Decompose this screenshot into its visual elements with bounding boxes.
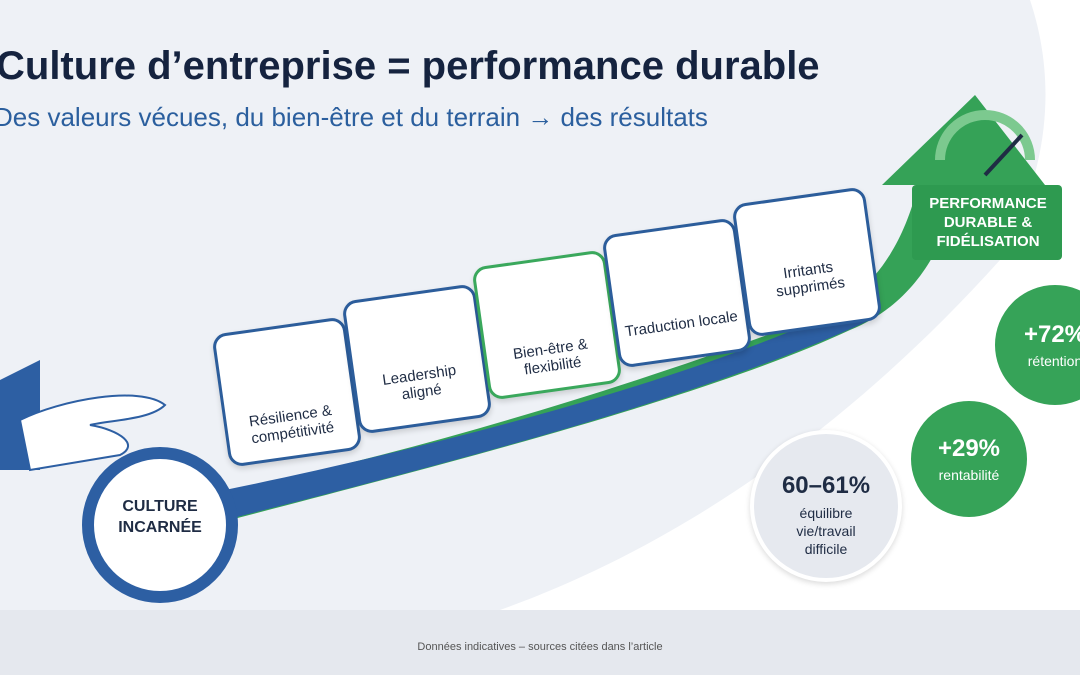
stat-circle: 60–61% équilibre vie/travail difficile (750, 430, 902, 582)
step-card: Leadership aligné (341, 283, 493, 435)
stat-value: +29% (937, 435, 1001, 462)
step-card: Irritants supprimés (731, 186, 883, 338)
stat-circle: +29% rentabilité (906, 396, 1032, 522)
stat-value: 60–61% (781, 471, 871, 499)
step-card: Traduction locale (601, 217, 753, 369)
blue-path (225, 300, 870, 520)
step-label: Leadership aligné (381, 361, 458, 404)
goal-label: PERFORMANCE DURABLE & FIDÉLISATION (929, 195, 1047, 250)
goal-box (912, 185, 1062, 260)
start-circle (82, 447, 238, 603)
step-label: Bien-être & flexibilité (511, 335, 589, 379)
subtitle: Des valeurs vécues, du bien-être et du t… (0, 102, 708, 132)
stat-label: rétention (1027, 353, 1080, 369)
stat-label: rentabilité (938, 467, 1000, 483)
step-label: Irritants supprimés (775, 258, 846, 301)
gauge-needle (983, 133, 1024, 177)
footer-band (0, 610, 1080, 675)
stat-label: équilibre vie/travail difficile (796, 504, 856, 558)
stat-value: +72% (1023, 321, 1080, 348)
title: Culture d’entreprise = performance durab… (0, 44, 820, 88)
gauge (935, 110, 1035, 161)
start-label: CULTURE INCARNÉE (118, 498, 202, 536)
step-label: Résilience & compétitivité (247, 401, 336, 448)
step-card: Bien-être & flexibilité (471, 249, 623, 401)
step-card: Résilience & compétitivité (211, 316, 363, 468)
step-label: Traduction locale (623, 307, 739, 341)
footer-note: Données indicatives – sources citées dan… (417, 641, 663, 653)
hand (18, 394, 167, 472)
